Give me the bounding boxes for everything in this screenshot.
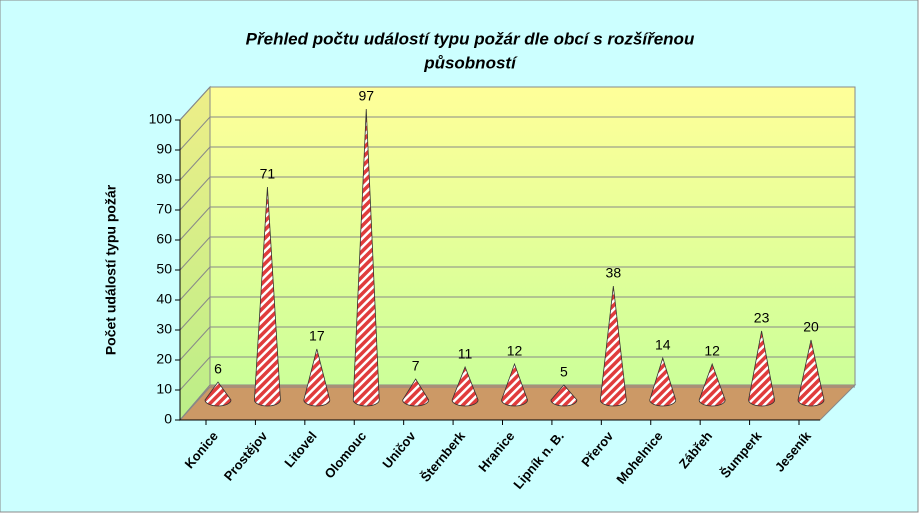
- cone: [303, 348, 331, 407]
- y-tick-label: 100: [149, 111, 173, 127]
- cone: [451, 365, 479, 407]
- cone: [748, 330, 775, 407]
- value-label: 97: [358, 88, 374, 104]
- cone: [254, 186, 281, 407]
- value-label: 12: [507, 343, 523, 359]
- y-tick-label: 30: [156, 321, 172, 337]
- cone: [599, 285, 627, 407]
- grid-line: [179, 356, 211, 391]
- grid-line: [179, 176, 211, 211]
- grid-line: [179, 266, 211, 301]
- cone: [501, 362, 528, 407]
- y-tick-label: 0: [164, 411, 172, 427]
- grid-line: [179, 236, 211, 271]
- grid-line: [179, 296, 211, 331]
- cone: [550, 384, 578, 407]
- cone: [352, 108, 380, 407]
- cone: [797, 339, 825, 407]
- cone: [649, 356, 677, 407]
- grid-line: [179, 116, 211, 151]
- value-label: 20: [803, 319, 819, 335]
- value-label: 14: [655, 337, 671, 353]
- value-label: 71: [260, 166, 276, 182]
- y-tick-label: 70: [156, 201, 172, 217]
- grid-line: [179, 206, 211, 241]
- y-tick-label: 10: [156, 381, 172, 397]
- value-label: 38: [606, 265, 622, 281]
- y-tick-label: 20: [156, 351, 172, 367]
- grid-line: [179, 146, 211, 181]
- y-tick-label: 60: [156, 231, 172, 247]
- value-label: 5: [560, 364, 568, 380]
- back-wall: [209, 86, 856, 386]
- cone: [402, 378, 430, 407]
- cone: [204, 381, 232, 407]
- grid-line: [179, 86, 211, 121]
- y-tick-label: 50: [156, 261, 172, 277]
- y-tick-label: 90: [156, 141, 172, 157]
- grid-line: [179, 386, 211, 421]
- chart-title: působností: [423, 53, 518, 72]
- value-label: 6: [214, 361, 222, 377]
- cone: [698, 362, 726, 407]
- value-label: 12: [704, 343, 720, 359]
- grid-line: [179, 326, 211, 361]
- value-label: 7: [412, 358, 420, 374]
- y-tick-label: 40: [156, 291, 172, 307]
- value-label: 11: [458, 346, 473, 362]
- y-tick-label: 80: [156, 171, 172, 187]
- value-label: 17: [309, 328, 325, 344]
- value-label: 23: [754, 310, 770, 326]
- chart-title: Přehled počtu událostí typu požár dle ob…: [246, 29, 695, 48]
- y-axis-title: Počet událostí typu požár: [103, 184, 119, 355]
